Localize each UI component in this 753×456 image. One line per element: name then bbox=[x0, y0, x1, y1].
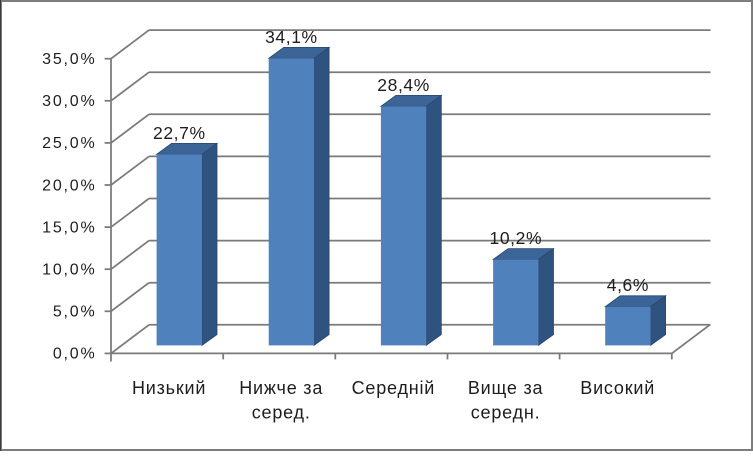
svg-text:Високий: Високий bbox=[580, 378, 655, 398]
svg-text:34,1%: 34,1% bbox=[265, 27, 318, 47]
svg-text:28,4%: 28,4% bbox=[377, 75, 430, 95]
svg-text:20,0%: 20,0% bbox=[42, 177, 96, 194]
svg-text:30,0%: 30,0% bbox=[42, 93, 96, 110]
svg-text:15,0%: 15,0% bbox=[42, 219, 96, 236]
svg-text:10,2%: 10,2% bbox=[489, 228, 542, 248]
svg-text:4,6%: 4,6% bbox=[607, 275, 649, 295]
svg-text:35,0%: 35,0% bbox=[42, 51, 96, 68]
svg-text:середн.: середн. bbox=[471, 402, 541, 422]
svg-text:25,0%: 25,0% bbox=[42, 135, 96, 152]
svg-text:серед.: серед. bbox=[252, 402, 311, 422]
svg-text:Середній: Середній bbox=[352, 378, 436, 398]
svg-text:Низький: Низький bbox=[132, 378, 206, 398]
svg-text:Нижче за: Нижче за bbox=[239, 378, 323, 398]
svg-text:0,0%: 0,0% bbox=[53, 346, 97, 363]
svg-text:10,0%: 10,0% bbox=[42, 262, 96, 279]
svg-text:5,0%: 5,0% bbox=[53, 304, 97, 321]
svg-text:22,7%: 22,7% bbox=[153, 123, 206, 143]
svg-text:Вище за: Вище за bbox=[468, 378, 544, 398]
